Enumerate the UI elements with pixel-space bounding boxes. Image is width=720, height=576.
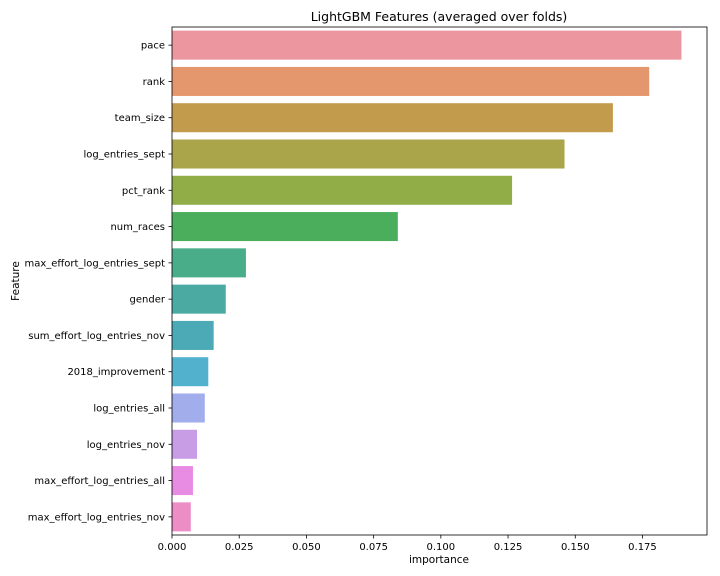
x-tick-label: 0.150 <box>561 542 590 553</box>
bar-rank <box>172 66 650 96</box>
bars-group <box>172 30 682 532</box>
y-axis-label: Feature <box>10 261 22 301</box>
y-tick-label: log_entries_sept <box>83 150 165 161</box>
y-tick-label: num_races <box>110 222 165 233</box>
x-tick-label: 0.025 <box>225 542 254 553</box>
x-tick-label: 0.100 <box>427 542 456 553</box>
x-tick-label: 0.050 <box>292 542 321 553</box>
x-tick-label: 0.075 <box>359 542 388 553</box>
y-tick-labels: pace rank team_size log_entries_sept pct_ran… <box>24 41 172 523</box>
y-tick-label: sum_effort_log_entries_nov <box>28 331 165 342</box>
y-tick-label: gender <box>130 295 166 306</box>
bar-sum_effort_log_entries_nov <box>172 320 214 350</box>
bar-pct_rank <box>172 175 513 205</box>
bar-max_effort_log_entries_nov <box>172 502 191 532</box>
y-tick-label: max_effort_log_entries_nov <box>28 512 165 523</box>
bar-log_entries_sept <box>172 139 565 169</box>
y-tick-label: 2018_improvement <box>67 367 165 378</box>
y-tick-label: max_effort_log_entries_sept <box>24 258 165 269</box>
x-tick-label: 0.000 <box>158 542 187 553</box>
plot-frame <box>171 26 708 536</box>
bar-log_entries_nov <box>172 429 198 459</box>
x-tick-label: 0.125 <box>494 542 523 553</box>
y-tick-label: rank <box>143 77 166 88</box>
bar-num_races <box>172 212 398 242</box>
bar-pace <box>172 30 682 60</box>
y-tick-label: pace <box>141 41 165 52</box>
x-axis: 0.000 0.025 0.050 0.075 0.100 0.125 0.150 0.175 <box>158 535 657 553</box>
y-tick-label: team_size <box>115 113 165 124</box>
bar-max_effort_log_entries_all <box>172 466 193 496</box>
x-tick-label: 0.175 <box>628 542 657 553</box>
chart-title: LightGBM Features (averaged over folds) <box>311 9 568 24</box>
bar-2018_improvement <box>172 357 209 387</box>
y-tick-label: log_entries_all <box>93 404 165 415</box>
y-tick-label: pct_rank <box>122 186 165 197</box>
bar-log_entries_all <box>172 393 205 423</box>
y-tick-label: max_effort_log_entries_all <box>34 476 165 487</box>
x-axis-label: importance <box>409 554 469 566</box>
bar-team_size <box>172 103 613 133</box>
y-tick-label: log_entries_nov <box>87 440 165 451</box>
bar-max_effort_log_entries_sept <box>172 248 246 278</box>
bar-gender <box>172 284 226 314</box>
